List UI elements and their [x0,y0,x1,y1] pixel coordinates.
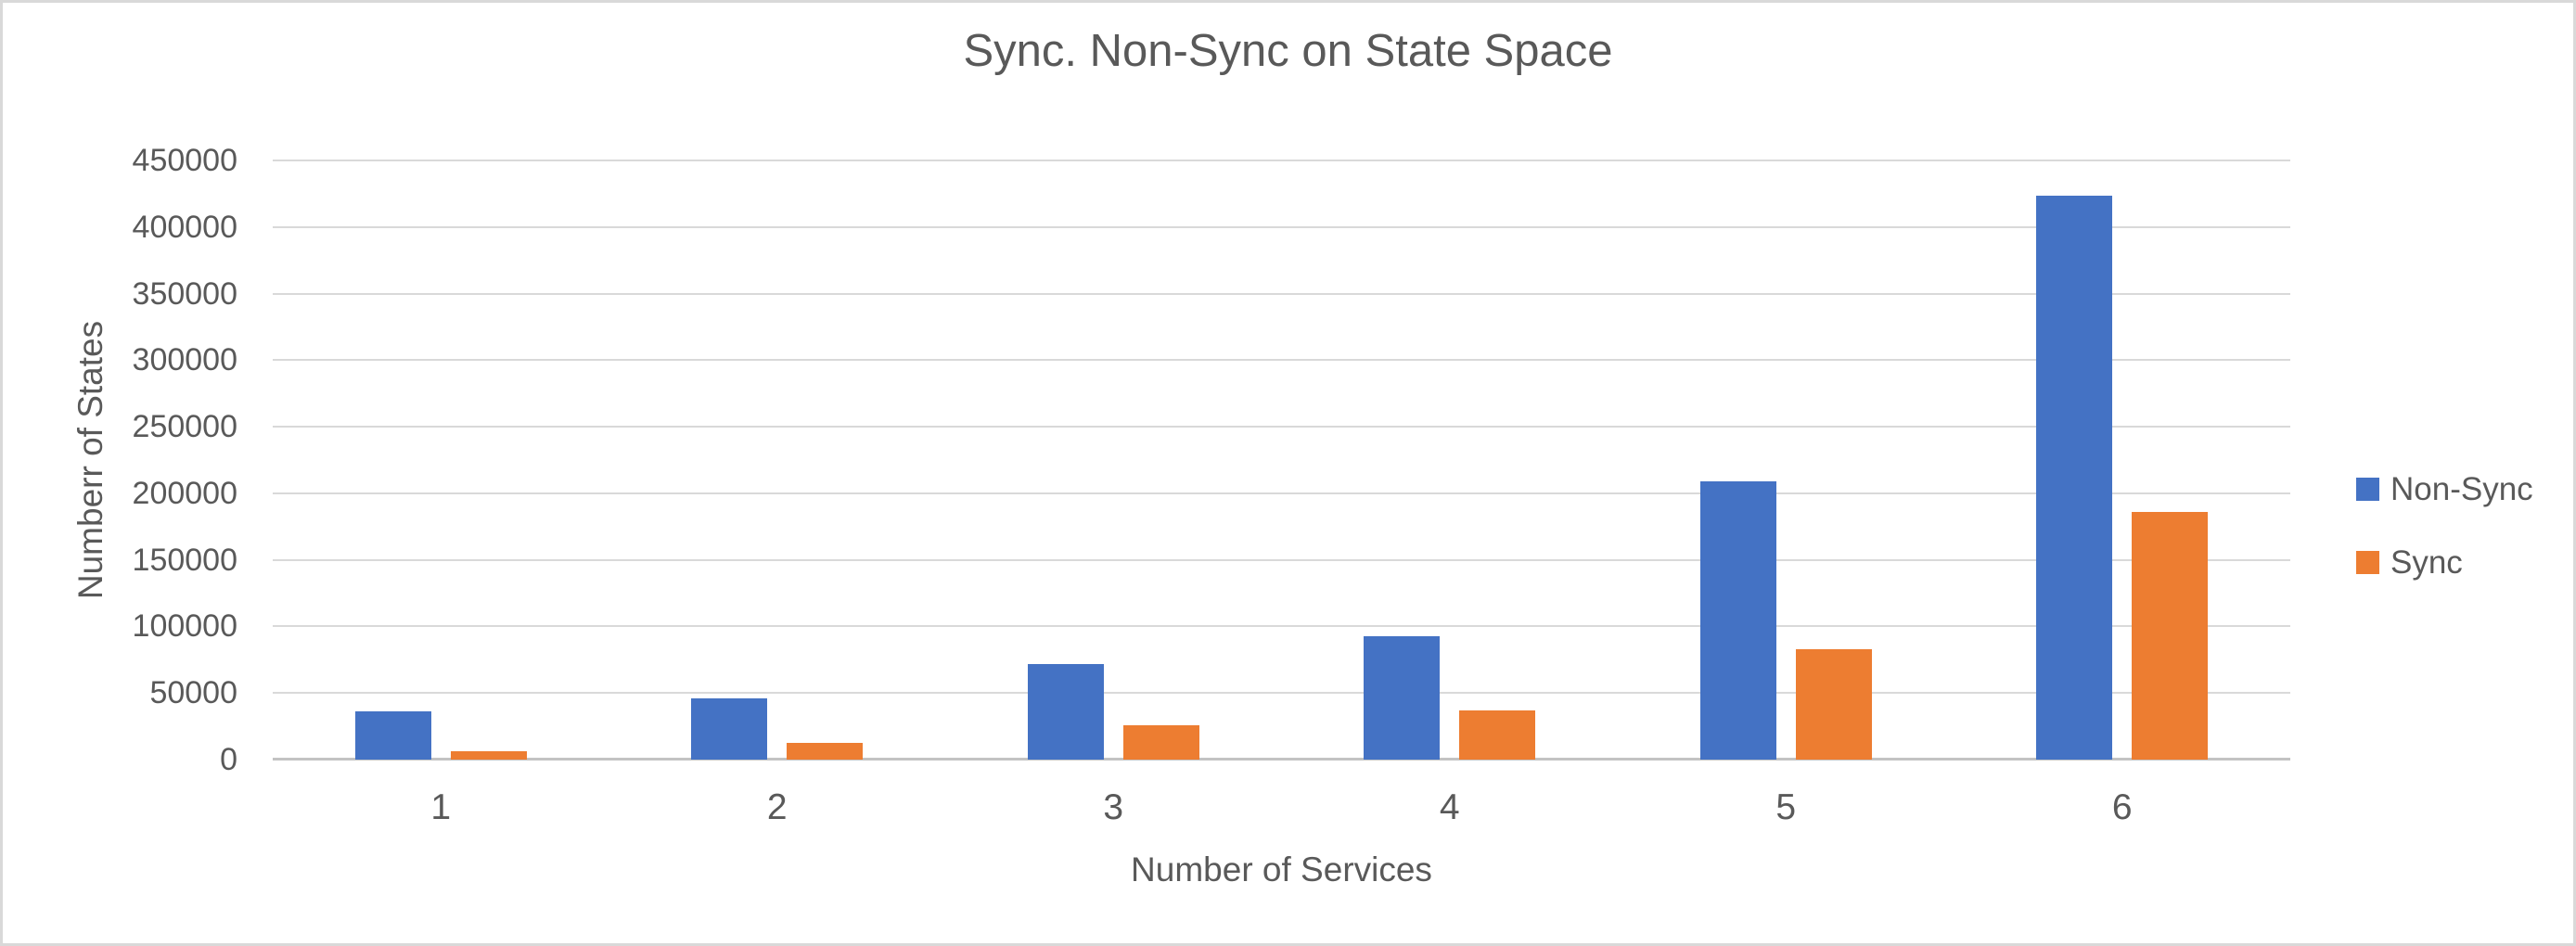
y-ticks: 0 50000 100000 150000 200000 250000 300000 3500… [3,145,237,775]
y-tick-label: 300000 [132,342,237,378]
category-label: 3 [1103,787,1124,827]
bar-sync [2132,512,2209,760]
bar-sync [1459,710,1536,760]
legend-item-sync: Sync [2356,546,2533,579]
y-tick-label: 250000 [132,409,237,445]
y-tick-label: 50000 [149,675,237,711]
bar-group [945,160,1282,760]
bar-group [1954,160,2291,760]
gridline [273,426,2290,428]
gridline [273,492,2290,494]
bar-non-sync [1699,480,1776,760]
legend-swatch-icon [2356,478,2379,501]
y-tick-label: 100000 [132,608,237,645]
gridline [273,359,2290,362]
y-tick-label: 0 [220,742,237,777]
bar-non-sync [691,697,768,760]
x-axis-title: Number of Services [1131,850,1432,888]
bar-sync [450,751,527,760]
legend: Non-Sync Sync [2356,473,2533,579]
bar-sync [1795,648,1872,760]
bar-group [273,160,609,760]
bar-group [609,160,946,760]
bar-group [1618,160,1954,760]
y-tick-label: 350000 [132,275,237,312]
y-tick-label: 200000 [132,475,237,511]
legend-swatch-icon [2356,551,2379,574]
legend-label: Non-Sync [2390,471,2533,507]
bar-sync [1122,725,1199,760]
y-tick-label: 150000 [132,542,237,578]
category-label: 6 [2111,787,2133,827]
category-label: 2 [766,787,788,827]
category-label: 4 [1439,787,1460,827]
gridline [273,160,2290,161]
y-tick-label: 400000 [132,209,237,245]
bar-group [1282,160,1619,760]
bar-non-sync [1364,636,1441,760]
category-label: 1 [430,787,452,827]
category-label: 5 [1775,787,1797,827]
gridline [273,625,2290,628]
gridline [273,225,2290,228]
y-tick-label: 450000 [132,143,237,178]
chart-title: Sync. Non-Sync on State Space [963,26,1613,76]
legend-item-non-sync: Non-Sync [2356,473,2533,505]
gridline [273,558,2290,561]
x-axis-line [273,758,2290,761]
bar-non-sync [354,710,431,760]
bar-groups [273,160,2290,760]
bar-sync [787,743,864,760]
legend-label: Sync [2390,544,2463,581]
bar-non-sync [2036,196,2113,760]
x-category-labels: 1 2 3 4 5 6 [273,787,2290,828]
bar-non-sync [1027,663,1104,760]
plot-area [273,160,2290,761]
gridline [273,292,2290,295]
gridline [273,692,2290,695]
